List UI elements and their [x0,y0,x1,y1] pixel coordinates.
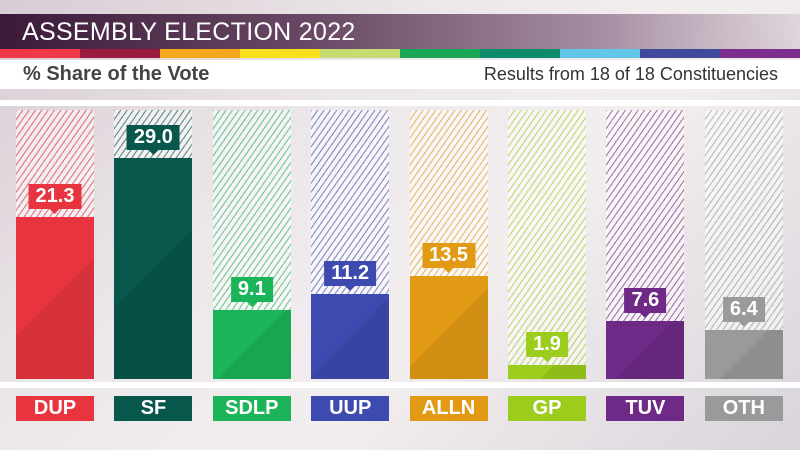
data-label: 13.5 [422,243,476,274]
bar-column-sdlp: 9.1 [212,110,291,380]
stripe-segment [560,49,640,58]
chart-subtitle: % Share of the Vote [23,63,210,85]
stripe-segment [0,49,80,58]
bar [508,364,586,380]
bar-column-oth: 6.4 [704,110,783,379]
stripe-segment [320,49,400,58]
bar-column-alln: 13.5 [409,110,488,379]
stripe-segment [80,49,160,58]
bar [606,321,685,379]
bar [704,330,783,379]
category-label: SF [114,396,193,421]
category-label: SDLP [212,396,291,421]
baseline-rule [0,382,800,388]
category-label: ALLN [409,396,488,421]
bar [114,158,193,379]
category-label: OTH [704,396,783,421]
bar [16,216,94,380]
results-status: Results from 18 of 18 Constituencies [483,64,778,84]
stripe-segment [240,49,320,58]
data-label: 21.3 [28,183,82,214]
category-label: DUP [16,396,94,421]
bar [311,293,390,380]
top-rule [0,100,800,106]
bar-column-tuv: 7.6 [606,110,685,379]
bar [409,276,488,379]
category-label: TUV [606,396,685,421]
stripe-segment [720,49,800,58]
data-label: 6.4 [722,297,765,328]
data-label: 1.9 [526,331,568,362]
title-band: ASSEMBLY ELECTION 2022 [0,14,800,49]
page-title: ASSEMBLY ELECTION 2022 [22,18,356,46]
data-label: 29.0 [126,125,180,156]
bar-column-dup: 21.3 [16,110,94,380]
bar-column-gp: 1.9 [508,110,586,380]
stripe-segment [160,49,240,58]
subtitle-bar: % Share of the Vote Results from 18 of 1… [0,60,800,89]
bar-column-uup: 11.2 [311,110,390,380]
stripe-segment [640,49,720,58]
data-label: 11.2 [324,260,377,291]
stripe-segment [480,49,560,58]
data-label: 7.6 [624,288,667,319]
bar-column-sf: 29.0 [114,110,193,379]
bar [212,309,291,380]
category-label: GP [508,396,586,421]
stripe-segment [400,49,480,58]
category-label: UUP [311,396,390,421]
party-color-stripe [0,49,800,58]
data-label: 9.1 [230,276,273,307]
